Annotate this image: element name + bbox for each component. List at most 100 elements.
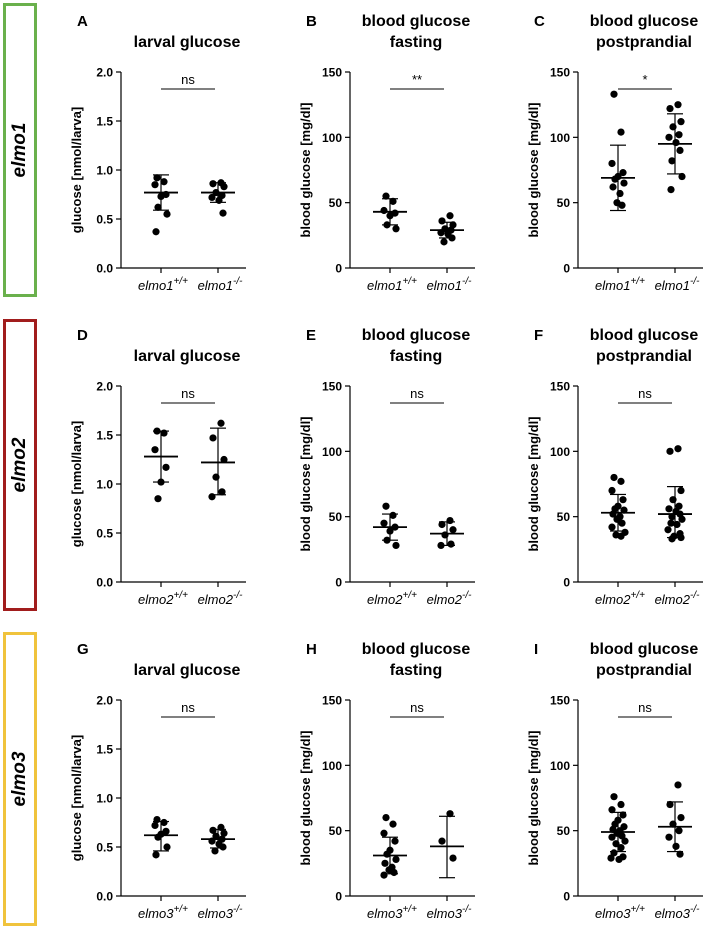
data-point — [446, 212, 454, 220]
x-tick-label: elmo2-/- — [427, 590, 473, 607]
y-tick-label: 50 — [329, 510, 343, 524]
data-point — [613, 515, 621, 523]
panel-letter: C — [534, 13, 545, 30]
data-point — [610, 90, 618, 98]
data-point — [162, 463, 170, 471]
data-point — [218, 488, 226, 496]
data-point — [392, 541, 400, 550]
y-tick-label: 150 — [550, 694, 570, 708]
data-point — [380, 519, 388, 527]
panel-title: postprandial — [596, 34, 692, 51]
data-point — [389, 820, 397, 828]
row-frame-elmo1: elmo1 — [3, 3, 37, 297]
data-point — [609, 183, 617, 191]
data-point — [664, 526, 672, 534]
y-tick-label: 100 — [550, 131, 570, 145]
x-tick-label: elmo1+/+ — [595, 276, 645, 293]
data-point — [608, 833, 616, 841]
x-tick-label: elmo1-/- — [655, 276, 701, 293]
data-point — [678, 515, 686, 523]
panel-title: blood glucose — [590, 327, 699, 344]
significance-label: ns — [410, 700, 424, 715]
data-point — [151, 181, 159, 189]
data-point — [380, 871, 388, 879]
y-tick-label: 0 — [563, 576, 570, 590]
data-point — [160, 818, 168, 827]
x-tick-label: elmo3+/+ — [595, 904, 645, 921]
y-axis-label: blood glucose [mg/dl] — [526, 102, 541, 237]
panel-title: postprandial — [596, 662, 692, 679]
data-point — [220, 183, 228, 191]
data-point — [447, 540, 455, 548]
data-point — [617, 477, 625, 485]
data-point — [677, 486, 685, 495]
x-tick-label: elmo2-/- — [198, 590, 244, 607]
data-point — [610, 473, 618, 482]
panel-letter: G — [77, 641, 89, 658]
x-tick-label: elmo1-/- — [427, 276, 473, 293]
panel-letter: H — [306, 641, 317, 658]
data-point — [449, 854, 457, 862]
panel-title: larval glucose — [134, 34, 241, 51]
data-point — [665, 133, 673, 141]
row-frame-elmo2: elmo2 — [3, 319, 37, 611]
data-point — [665, 833, 673, 841]
panel-title: blood glucose — [590, 641, 699, 658]
significance-label: ns — [181, 700, 195, 715]
data-point — [209, 180, 217, 188]
data-point — [615, 855, 623, 864]
y-tick-label: 150 — [550, 66, 570, 80]
panel-letter: D — [77, 327, 88, 344]
data-point — [610, 793, 618, 801]
data-point — [667, 186, 675, 194]
y-tick-label: 1.5 — [96, 743, 113, 757]
x-tick-label: elmo2-/- — [655, 590, 701, 607]
data-point — [391, 837, 399, 845]
data-point — [676, 850, 684, 858]
data-point — [665, 505, 673, 513]
y-tick-label: 1.5 — [96, 429, 113, 443]
data-point — [674, 445, 682, 453]
y-tick-label: 100 — [550, 759, 570, 773]
y-tick-label: 50 — [329, 196, 343, 210]
y-tick-label: 1.0 — [96, 478, 113, 492]
y-tick-label: 50 — [557, 510, 571, 524]
panel-title: fasting — [390, 662, 442, 679]
data-point — [440, 238, 448, 246]
y-tick-label: 1.5 — [96, 115, 113, 129]
x-tick-label: elmo2+/+ — [367, 590, 417, 607]
data-point — [675, 131, 683, 139]
data-point — [163, 210, 171, 218]
data-point — [446, 810, 454, 818]
data-point — [160, 178, 168, 186]
data-point — [208, 193, 216, 202]
data-point — [382, 814, 390, 822]
y-axis-label: blood glucose [mg/dl] — [298, 416, 313, 551]
y-tick-label: 0 — [335, 576, 342, 590]
data-point — [677, 814, 685, 822]
data-point — [449, 526, 457, 534]
data-point — [220, 455, 228, 464]
data-point — [438, 217, 446, 225]
y-axis-label: glucose [nmol/larva] — [69, 735, 84, 861]
row-frame-elmo3: elmo3 — [3, 632, 37, 926]
data-point — [607, 854, 615, 862]
significance-label: * — [642, 72, 647, 87]
data-point — [209, 826, 217, 834]
y-tick-label: 100 — [322, 131, 342, 145]
data-point — [675, 827, 683, 835]
panel-title: blood glucose — [362, 641, 471, 658]
data-point — [220, 829, 228, 837]
data-point — [380, 829, 388, 837]
y-tick-label: 2.0 — [96, 380, 113, 394]
data-point — [621, 837, 629, 845]
data-point — [219, 209, 227, 217]
data-point — [438, 520, 446, 529]
data-point — [152, 851, 160, 859]
y-tick-label: 150 — [322, 380, 342, 394]
data-point — [154, 203, 162, 211]
